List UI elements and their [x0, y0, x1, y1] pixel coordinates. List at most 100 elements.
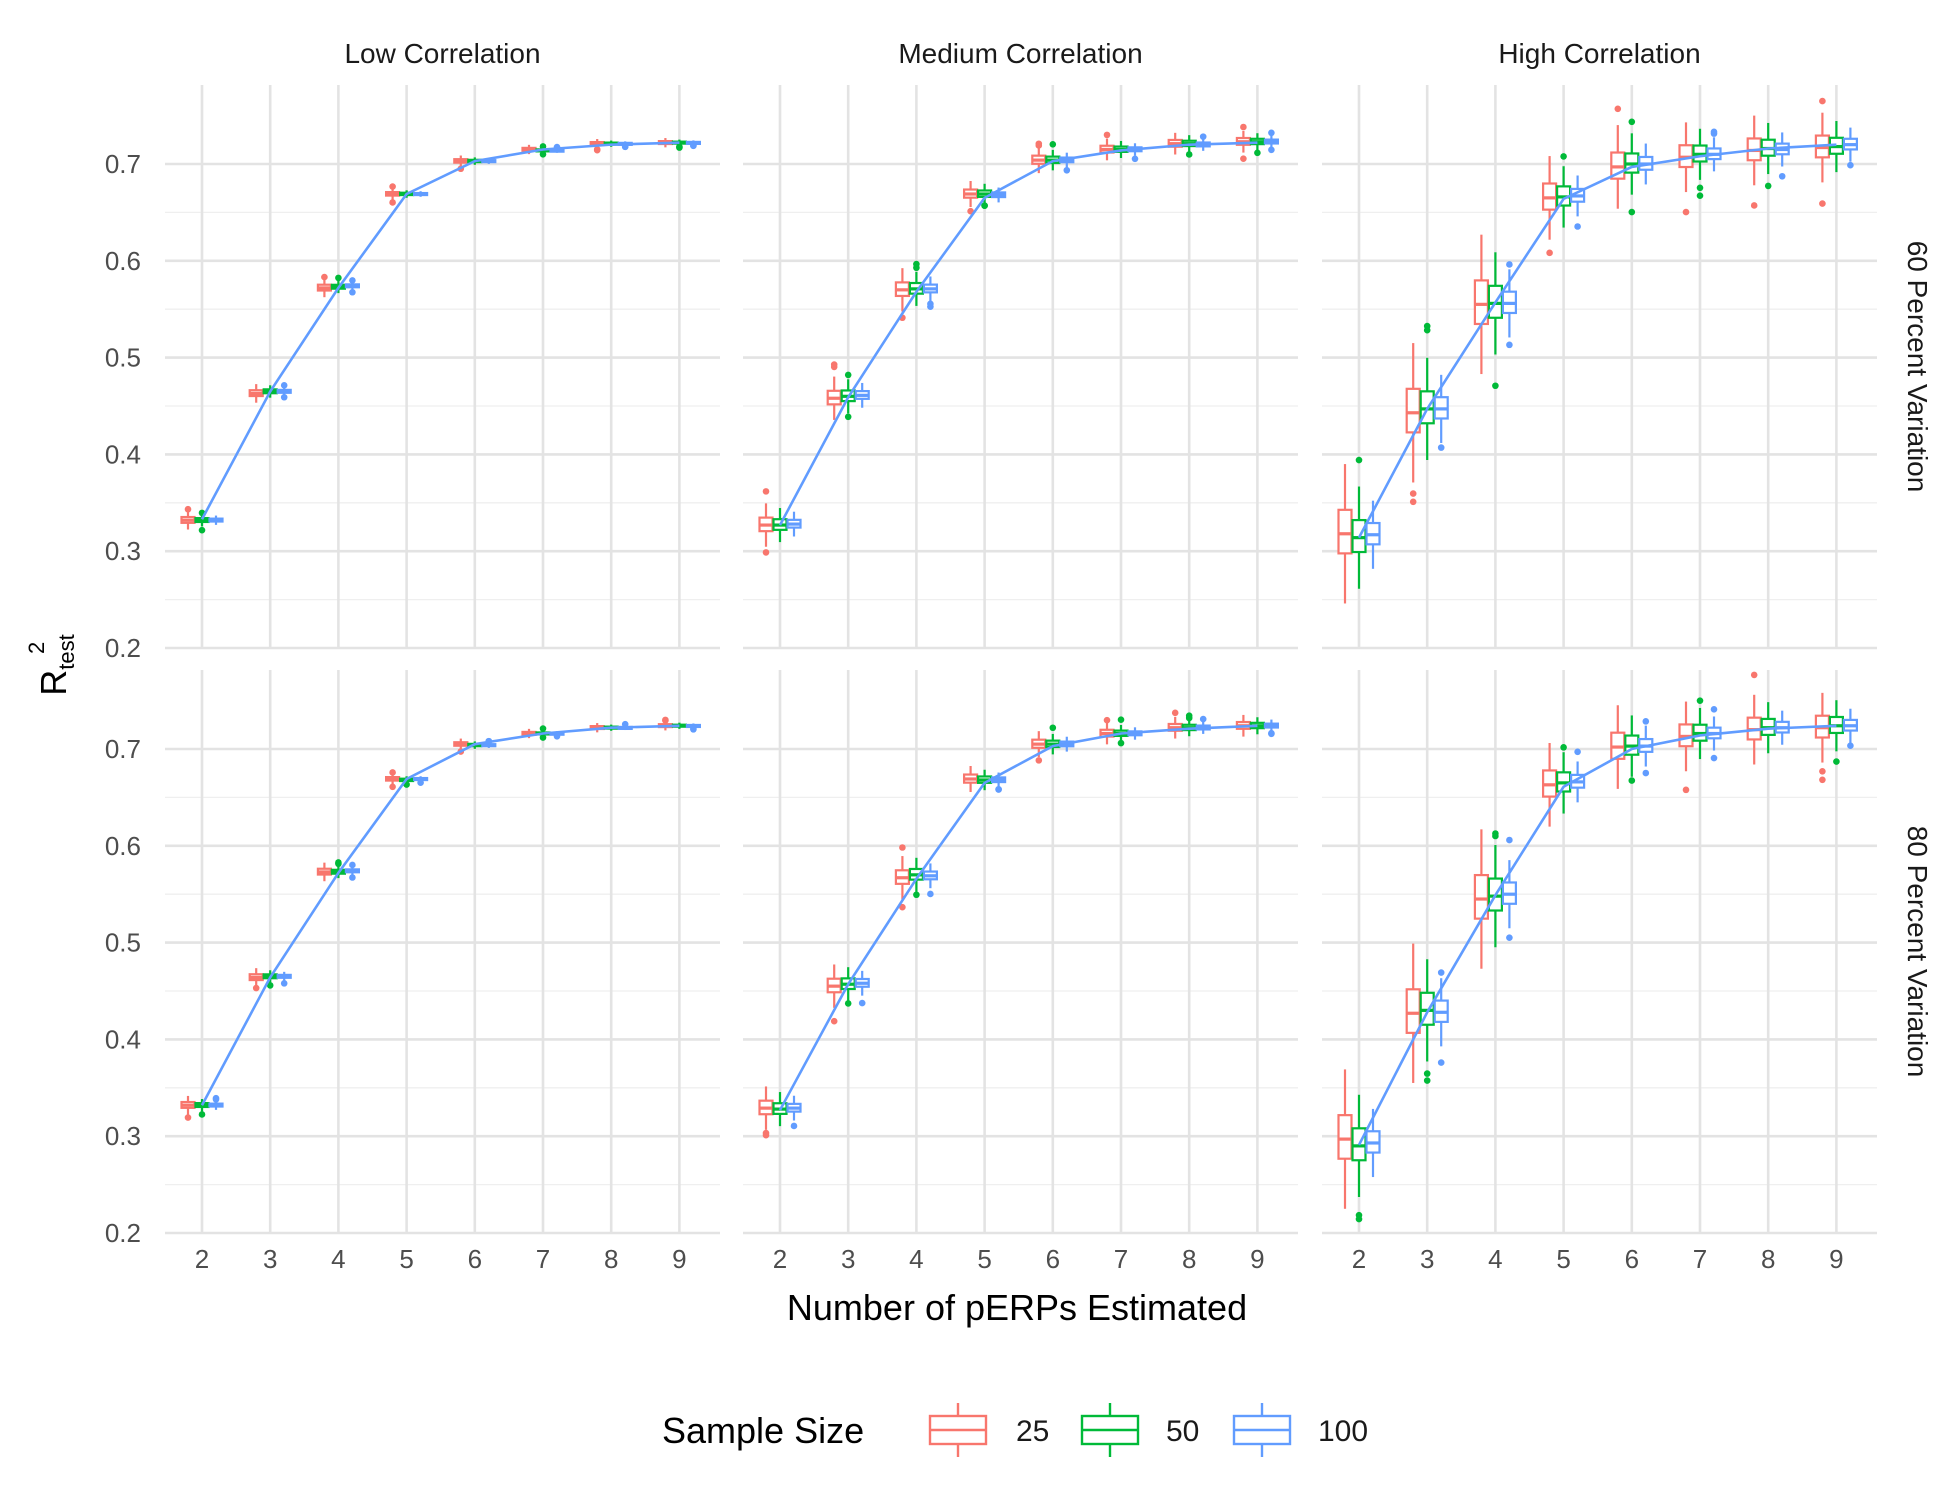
box-outlier	[539, 734, 547, 741]
box-outlier	[349, 861, 356, 869]
trend-line	[1357, 143, 1837, 539]
box-outlier	[1199, 133, 1207, 140]
box-outlier	[1268, 146, 1275, 154]
box-outlier	[1778, 172, 1786, 180]
legend-item-label: 100	[1318, 1415, 1368, 1448]
box-outlier	[1506, 934, 1513, 941]
x-axis-title: Number of pERPs Estimated	[787, 1287, 1247, 1328]
trend-line	[200, 724, 680, 1106]
x-tick-label: 7	[1114, 1244, 1128, 1274]
x-tick-label: 4	[1488, 1244, 1502, 1274]
box-outlier	[1614, 105, 1622, 113]
y-tick-label: 0.7	[105, 149, 141, 179]
box-outlier	[621, 720, 629, 728]
box-outlier	[1131, 155, 1139, 163]
box-outlier	[1819, 97, 1826, 105]
x-tick-label: 6	[1046, 1244, 1060, 1274]
box-outlier	[1847, 742, 1854, 750]
box-outlier	[321, 273, 328, 281]
box-outlier	[995, 786, 1002, 793]
box-outlier	[389, 199, 396, 206]
box-outlier	[539, 725, 547, 732]
trend-line	[200, 141, 680, 520]
x-tick-label: 5	[399, 1244, 413, 1274]
box-outlier	[266, 982, 274, 989]
box-outlier	[1185, 714, 1193, 722]
box-outlier	[1103, 716, 1111, 724]
box-outlier	[762, 1129, 770, 1137]
y-tick-label: 0.2	[105, 633, 141, 663]
x-tick-label: 9	[1829, 1244, 1843, 1274]
y-tick-label: 0.2	[105, 1218, 141, 1248]
y-axis-title-sup: 2	[24, 642, 49, 654]
x-tick-label: 5	[1556, 1244, 1570, 1274]
box-outlier	[1696, 184, 1704, 192]
box-outlier	[830, 1017, 838, 1025]
box-body	[1405, 988, 1421, 1034]
legend-title: Sample Size	[662, 1410, 864, 1451]
box-outlier	[1819, 776, 1826, 784]
box-outlier	[1764, 182, 1772, 190]
box-outlier	[1696, 192, 1704, 200]
y-tick-label: 0.3	[105, 1121, 141, 1151]
text-layer: Low Correlation Medium Correlation High Co…	[105, 38, 1933, 1274]
box-outlier	[1199, 715, 1207, 723]
box-outlier	[1492, 382, 1499, 390]
box-outlier	[280, 382, 288, 389]
box-outlier	[1035, 142, 1043, 149]
box-outlier	[1423, 326, 1431, 334]
box-outlier	[349, 288, 356, 296]
box-outlier	[858, 999, 866, 1007]
box-body	[1337, 508, 1353, 555]
box-outlier	[1560, 744, 1567, 751]
box-outlier	[1049, 141, 1057, 148]
box-outlier	[1355, 456, 1363, 464]
legend-item-label: 50	[1166, 1415, 1199, 1448]
box-outlier	[1049, 724, 1057, 732]
strip-label-column: High Correlation	[1498, 38, 1700, 69]
box-outlier	[762, 549, 770, 556]
box-outlier	[1103, 131, 1111, 139]
box-outlier	[1409, 498, 1417, 506]
box-outlier	[690, 142, 697, 149]
box-outlier	[1240, 155, 1247, 162]
box-outlier	[1560, 153, 1567, 160]
box-outlier	[184, 505, 192, 513]
y-tick-label: 0.7	[105, 734, 141, 764]
y-tick-label: 0.4	[105, 1024, 141, 1054]
box-outlier	[335, 859, 342, 866]
x-tick-label: 9	[1250, 1244, 1264, 1274]
box-outlier	[1268, 129, 1275, 137]
trend-line	[1357, 724, 1837, 1146]
x-tick-label: 7	[1693, 1244, 1707, 1274]
box-outlier	[1750, 202, 1758, 209]
box-outlier	[844, 413, 852, 421]
legend-item-label: 25	[1016, 1415, 1049, 1448]
y-tick-label: 0.3	[105, 536, 141, 566]
box-outlier	[252, 984, 260, 992]
box-outlier	[389, 183, 396, 190]
box-outlier	[1409, 490, 1417, 497]
box-outlier	[913, 891, 920, 899]
box-outlier	[1847, 161, 1854, 169]
box-outlier	[198, 1111, 206, 1118]
box-outlier	[1117, 739, 1125, 747]
y-tick-label: 0.6	[105, 831, 141, 861]
box-outlier	[927, 303, 934, 310]
box-outlier	[1185, 151, 1193, 158]
box-outlier	[1642, 769, 1650, 777]
x-tick-label: 4	[909, 1244, 923, 1274]
box-outlier	[676, 144, 683, 151]
box-outlier	[539, 150, 547, 158]
box-outlier	[349, 277, 356, 284]
x-tick-label: 5	[977, 1244, 991, 1274]
svg-text:Rtest: Rtest	[33, 634, 79, 695]
box-outlier	[1696, 697, 1704, 704]
box-outlier	[927, 890, 934, 898]
box-outlier	[212, 1096, 220, 1103]
box-outlier	[1506, 341, 1513, 349]
box-outlier	[1574, 748, 1581, 756]
x-tick-label: 6	[468, 1244, 482, 1274]
box-outlier	[1642, 718, 1650, 725]
x-tick-label: 2	[773, 1244, 787, 1274]
